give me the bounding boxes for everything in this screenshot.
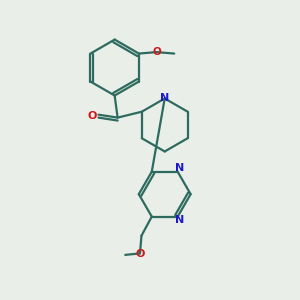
Text: O: O <box>87 111 97 121</box>
Text: N: N <box>175 215 184 225</box>
Text: N: N <box>175 163 184 173</box>
Text: N: N <box>160 93 169 103</box>
Text: O: O <box>135 249 145 259</box>
Text: O: O <box>153 47 161 57</box>
